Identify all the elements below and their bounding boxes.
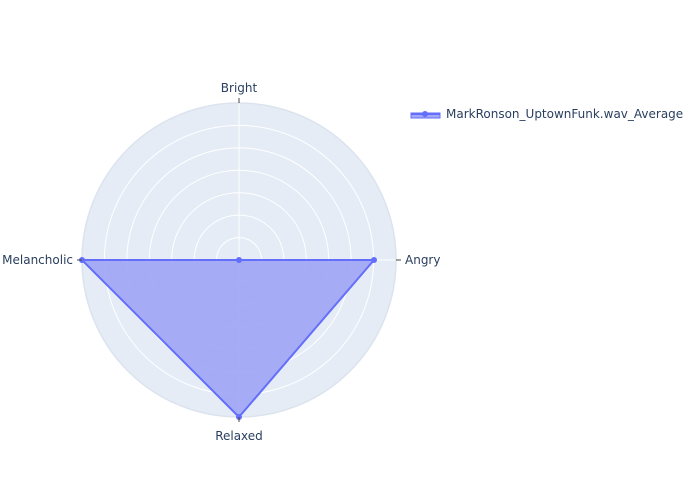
axis-label-relaxed: Relaxed <box>215 429 263 443</box>
data-point-angry <box>371 257 378 263</box>
legend-swatch-marker <box>422 111 428 117</box>
legend-label: MarkRonson_UptownFunk.wav_Average <box>446 107 683 121</box>
axis-label-bright: Bright <box>221 81 258 95</box>
data-point-bright <box>236 257 242 263</box>
legend[interactable]: MarkRonson_UptownFunk.wav_Average <box>410 107 683 121</box>
axis-label-melancholic: Melancholic <box>2 253 73 267</box>
axis-label-angry: Angry <box>405 253 440 267</box>
legend-item[interactable]: MarkRonson_UptownFunk.wav_Average <box>410 107 683 121</box>
angular-axis-labels: Bright Angry Relaxed Melancholic <box>2 81 440 443</box>
